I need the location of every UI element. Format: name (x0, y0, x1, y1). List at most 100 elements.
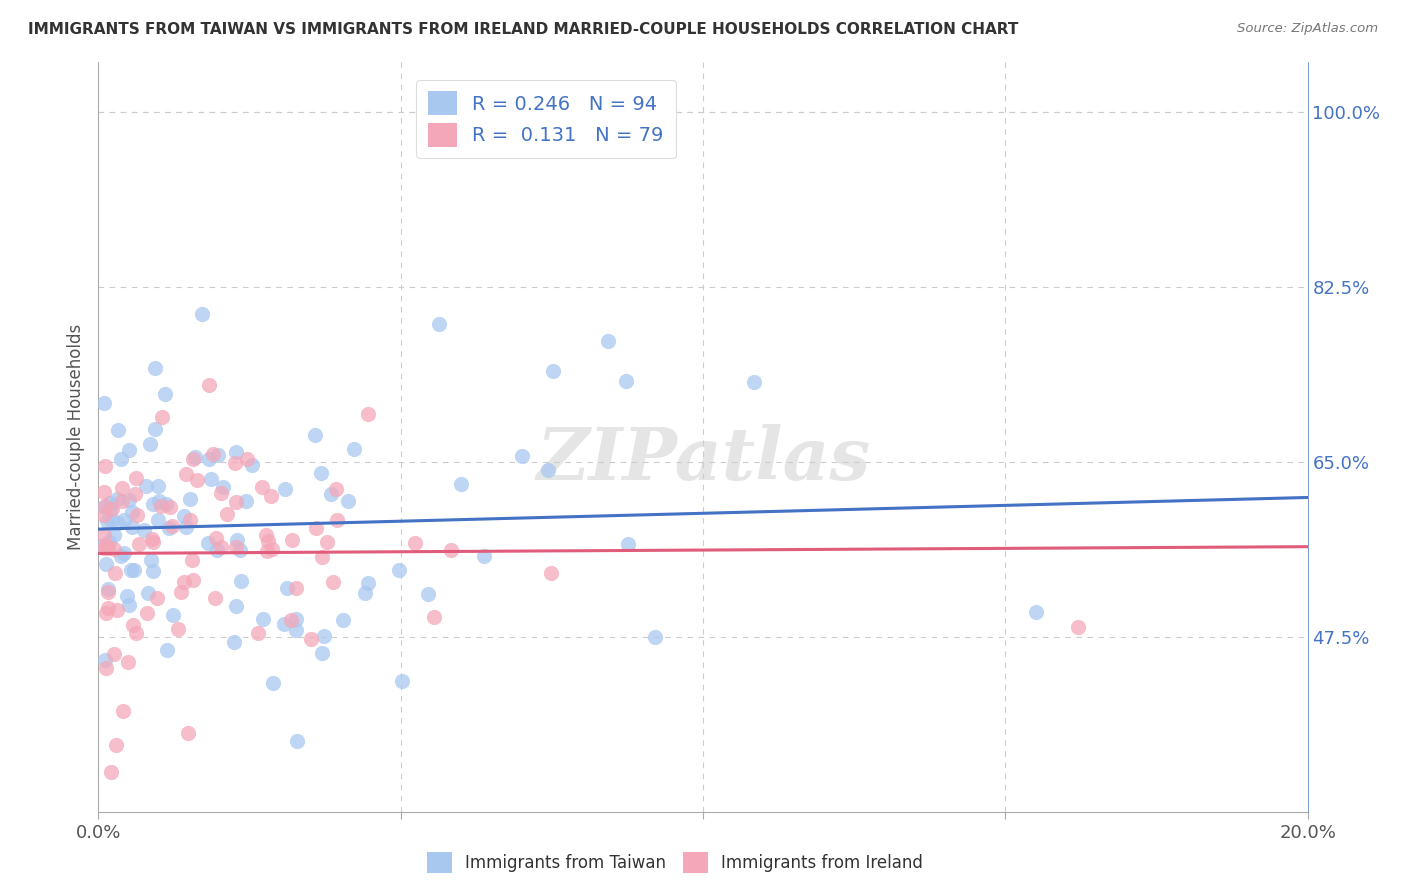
Point (135, 479, 157, 493)
Point (94, 499, 117, 513)
Point (142, 534, 165, 549)
Point (332, 613, 354, 627)
Point (118, 598, 141, 612)
Point (202, 447, 225, 461)
Point (173, 509, 195, 524)
Point (111, 494, 134, 508)
Point (222, 635, 245, 649)
Point (252, 612, 274, 626)
Point (112, 513, 135, 527)
Point (423, 610, 446, 624)
Point (207, 449, 229, 463)
Point (110, 451, 132, 466)
Point (93, 500, 115, 514)
Point (285, 612, 308, 626)
Point (644, 630, 666, 644)
Point (540, 566, 562, 580)
Point (139, 552, 162, 566)
Point (93, 527, 115, 541)
Point (143, 360, 166, 375)
Point (284, 624, 307, 638)
Point (319, 487, 342, 501)
Point (179, 491, 201, 506)
Point (1024, 605, 1046, 619)
Point (215, 507, 238, 521)
Point (118, 492, 141, 507)
Point (404, 535, 426, 549)
Point (94, 538, 117, 552)
Point (240, 458, 263, 472)
Point (391, 674, 413, 689)
Point (107, 423, 129, 437)
Point (1067, 620, 1090, 634)
Point (167, 622, 190, 636)
Point (427, 318, 450, 332)
Point (226, 533, 249, 548)
Point (93, 541, 115, 555)
Point (135, 606, 157, 620)
Point (472, 549, 495, 563)
Point (256, 533, 278, 548)
Point (121, 520, 143, 534)
Point (97, 535, 120, 549)
Point (357, 576, 380, 591)
Point (235, 452, 257, 467)
Point (97, 541, 120, 555)
Point (103, 647, 125, 661)
Point (105, 491, 128, 506)
Legend: R = 0.246   N = 94, R =  0.131   N = 79: R = 0.246 N = 94, R = 0.131 N = 79 (416, 79, 675, 158)
Point (118, 442, 141, 457)
Point (94, 661, 117, 675)
Point (107, 516, 129, 530)
Point (262, 542, 284, 557)
Point (103, 527, 125, 541)
Point (260, 489, 283, 503)
Point (285, 581, 308, 595)
Point (212, 480, 235, 494)
Point (304, 521, 326, 535)
Point (450, 476, 472, 491)
Point (209, 541, 232, 555)
Point (115, 589, 138, 603)
Point (181, 452, 204, 467)
Point (440, 542, 463, 557)
Point (304, 428, 326, 442)
Legend: Immigrants from Taiwan, Immigrants from Ireland: Immigrants from Taiwan, Immigrants from … (420, 846, 929, 880)
Point (139, 437, 162, 451)
Point (343, 442, 366, 456)
Point (112, 546, 135, 560)
Point (120, 563, 142, 577)
Point (280, 613, 302, 627)
Point (254, 528, 277, 542)
Point (276, 582, 298, 596)
Point (170, 584, 193, 599)
Point (322, 574, 344, 589)
Point (105, 738, 128, 752)
Point (312, 629, 335, 643)
Point (311, 549, 333, 564)
Point (110, 481, 132, 495)
Point (742, 376, 765, 390)
Point (225, 540, 247, 554)
Point (142, 497, 165, 511)
Point (186, 473, 208, 487)
Point (153, 387, 176, 401)
Point (246, 626, 269, 640)
Point (122, 618, 145, 632)
Point (96, 514, 118, 528)
Point (354, 585, 377, 599)
Point (287, 733, 309, 747)
Point (273, 617, 295, 632)
Point (142, 564, 165, 578)
Point (235, 494, 257, 508)
Point (159, 500, 181, 514)
Point (100, 764, 122, 779)
Point (205, 543, 228, 558)
Y-axis label: Married-couple Households: Married-couple Households (66, 324, 84, 550)
Point (180, 553, 202, 567)
Point (124, 563, 146, 577)
Point (125, 626, 148, 640)
Point (143, 422, 166, 436)
Point (124, 487, 146, 501)
Point (94, 558, 117, 572)
